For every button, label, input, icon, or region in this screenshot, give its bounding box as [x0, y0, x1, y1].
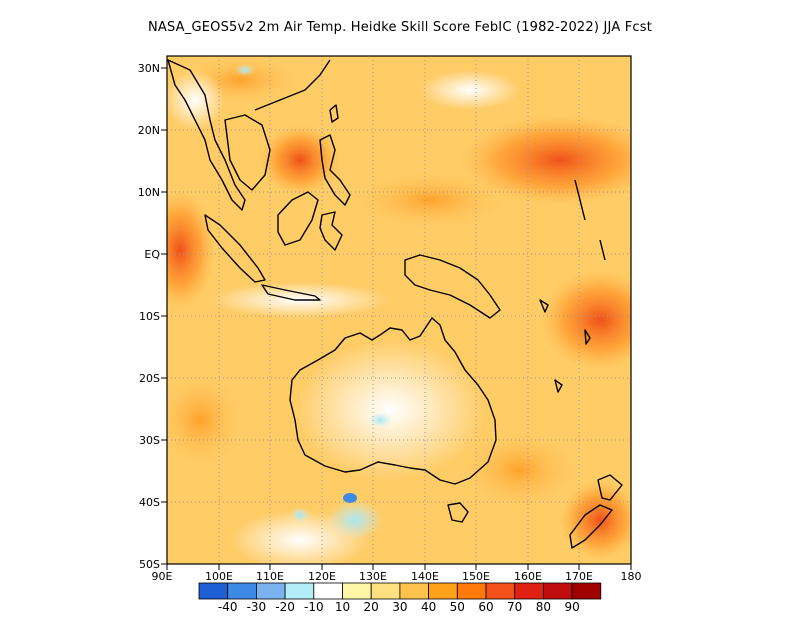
colorbar-swatch [227, 582, 257, 600]
colorbar-swatch [571, 582, 602, 600]
colorbar-label: 70 [507, 600, 522, 614]
lat-label: 30S [139, 434, 160, 447]
lat-label: 30N [138, 62, 160, 75]
map-title: NASA_GEOS5v2 2m Air Temp. Heidke Skill S… [147, 20, 653, 35]
lat-label: 10N [138, 186, 160, 199]
lat-label: 40S [139, 496, 160, 509]
colorbar-swatch [399, 582, 429, 600]
lon-label: 160E [514, 570, 542, 583]
colorbar-swatch [456, 582, 487, 600]
colorbar-swatch [313, 582, 343, 600]
colorbar-swatch [485, 582, 516, 600]
colorbar-swatch [514, 582, 544, 600]
lon-label: 100E [205, 570, 233, 583]
colorbar-swatch [255, 582, 286, 600]
colorbar-label: -40 [218, 600, 238, 614]
colorbar-label: -20 [275, 600, 295, 614]
colorbar [198, 582, 602, 600]
lat-label: 20S [139, 372, 160, 385]
lon-label: 90E [152, 570, 173, 583]
lon-label: 110E [256, 570, 284, 583]
colorbar-swatch [284, 582, 315, 600]
lon-label: 120E [308, 570, 336, 583]
lon-label: 140E [411, 570, 439, 583]
map-frame [166, 55, 632, 565]
lon-tick-labels: 90E 100E 110E 120E 130E 140E 150E 160E 1… [152, 570, 642, 583]
colorbar-labels: -40 -30 -20 -10 10 20 30 40 50 60 70 80 90 [218, 600, 580, 614]
coastlines [167, 59, 623, 549]
lon-label: 130E [359, 570, 387, 583]
colorbar-label: 80 [536, 600, 551, 614]
skill-field [167, 56, 631, 564]
colorbar-swatch [428, 582, 458, 600]
colorbar-label: 60 [478, 600, 493, 614]
colorbar-label: -30 [247, 600, 267, 614]
lat-label: 50S [139, 558, 160, 571]
colorbar-label: 30 [392, 600, 407, 614]
colorbar-label: 10 [335, 600, 350, 614]
lat-label: EQ [144, 248, 160, 261]
lon-tick-marks [166, 564, 632, 570]
colorbar-swatch [342, 582, 372, 600]
colorbar-swatch [370, 582, 401, 600]
grid-lines [167, 56, 631, 564]
lat-tick-labels: 30N 20N 10N EQ 10S 20S 30S 40S 50S [138, 62, 161, 571]
colorbar-swatch [543, 582, 573, 600]
colorbar-label: 90 [564, 600, 579, 614]
colorbar-swatch [198, 582, 229, 600]
lat-label: 20N [138, 124, 160, 137]
colorbar-label: 40 [421, 600, 436, 614]
lon-label: 150E [462, 570, 490, 583]
lon-label: 170E [565, 570, 593, 583]
lat-tick-marks [161, 67, 167, 565]
colorbar-label: 20 [364, 600, 379, 614]
colorbar-label: 50 [450, 600, 465, 614]
colorbar-label: -10 [304, 600, 324, 614]
lat-label: 10S [139, 310, 160, 323]
lon-label: 180 [621, 570, 642, 583]
